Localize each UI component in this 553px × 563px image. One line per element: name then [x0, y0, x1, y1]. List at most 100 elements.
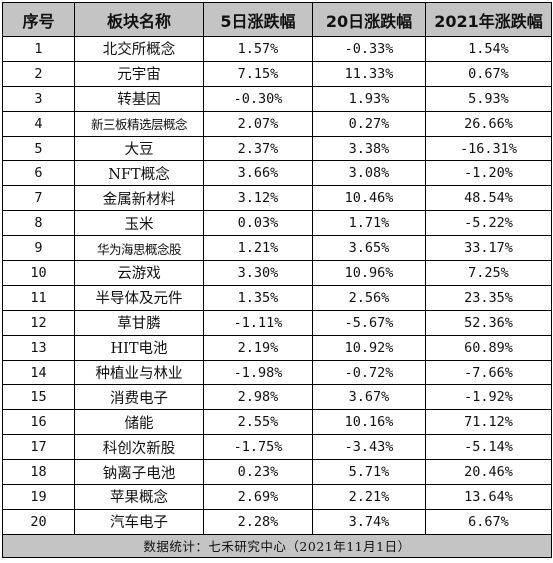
change-20day: 0.27% — [312, 110, 426, 137]
change-2021: -7.66% — [425, 359, 552, 386]
change-20day: 5.71% — [312, 459, 426, 486]
change-2021: -16.31% — [425, 135, 552, 162]
change-20day: 11.33% — [312, 60, 426, 87]
change-2021: 23.35% — [425, 284, 552, 311]
change-2021: 71.12% — [425, 409, 552, 436]
change-5day: 3.66% — [203, 160, 313, 187]
change-20day: 10.16% — [312, 409, 426, 436]
table-row: 7 金属新材料 3.12% 10.46% 48.54% — [2, 185, 552, 212]
change-5day: 1.57% — [203, 36, 313, 62]
table-row: 8 玉米 0.03% 1.71% -5.22% — [2, 210, 552, 237]
sector-name: 汽车电子 — [74, 508, 204, 535]
change-5day: 1.35% — [203, 284, 313, 311]
change-20day: -0.72% — [312, 359, 426, 386]
sector-name: 消费电子 — [74, 384, 204, 411]
row-index: 7 — [2, 185, 75, 212]
table-row: 11 半导体及元件 1.35% 2.56% 23.35% — [2, 284, 552, 311]
sector-name: 华为海思概念股 — [74, 235, 204, 262]
header-row: 序号 板块名称 5日涨跌幅 20日涨跌幅 2021年涨跌幅 — [2, 2, 552, 37]
sector-name: NFT概念 — [74, 160, 204, 187]
change-5day: 2.07% — [203, 110, 313, 137]
row-index: 11 — [2, 284, 75, 311]
table-header: 序号 板块名称 5日涨跌幅 20日涨跌幅 2021年涨跌幅 — [2, 2, 552, 37]
change-2021: 48.54% — [425, 185, 552, 212]
change-20day: 3.08% — [312, 160, 426, 187]
sector-name: 金属新材料 — [74, 185, 204, 212]
sector-name: 转基因 — [74, 85, 204, 112]
header-2021-change: 2021年涨跌幅 — [425, 2, 552, 37]
row-index: 5 — [2, 135, 75, 162]
change-2021: 13.64% — [425, 484, 552, 510]
change-2021: -1.20% — [425, 160, 552, 187]
change-2021: 0.67% — [425, 60, 552, 87]
header-index: 序号 — [2, 2, 75, 37]
change-5day: 2.55% — [203, 409, 313, 436]
row-index: 19 — [2, 484, 75, 510]
row-index: 12 — [2, 309, 75, 336]
change-5day: -0.30% — [203, 85, 313, 112]
row-index: 15 — [2, 384, 75, 411]
table-row: 19 苹果概念 2.69% 2.21% 13.64% — [2, 484, 552, 510]
sector-name: 储能 — [74, 409, 204, 436]
change-5day: 2.98% — [203, 384, 313, 411]
sector-name: 云游戏 — [74, 260, 204, 286]
table-row: 5 大豆 2.37% 3.38% -16.31% — [2, 135, 552, 162]
row-index: 13 — [2, 334, 75, 361]
change-5day: 7.15% — [203, 60, 313, 87]
change-2021: 60.89% — [425, 334, 552, 361]
sector-name: 科创次新股 — [74, 434, 204, 461]
change-20day: 2.21% — [312, 484, 426, 510]
header-sector-name: 板块名称 — [74, 2, 204, 37]
table-row: 1 北交所概念 1.57% -0.33% 1.54% — [2, 36, 552, 62]
table-row: 6 NFT概念 3.66% 3.08% -1.20% — [2, 160, 552, 187]
change-20day: -3.43% — [312, 434, 426, 461]
row-index: 4 — [2, 110, 75, 137]
table-row: 18 钠离子电池 0.23% 5.71% 20.46% — [2, 459, 552, 486]
change-2021: -5.22% — [425, 210, 552, 237]
sector-name: 北交所概念 — [74, 36, 204, 62]
change-20day: 10.96% — [312, 260, 426, 286]
sector-name: 钠离子电池 — [74, 459, 204, 486]
table-footer: 数据统计：七禾研究中心（2021年11月1日） — [2, 533, 552, 558]
change-5day: -1.75% — [203, 434, 313, 461]
table-row: 16 储能 2.55% 10.16% 71.12% — [2, 409, 552, 436]
sector-name: 元宇宙 — [74, 60, 204, 87]
table-row: 10 云游戏 3.30% 10.96% 7.25% — [2, 260, 552, 286]
change-2021: 33.17% — [425, 235, 552, 262]
change-20day: 1.93% — [312, 85, 426, 112]
change-5day: 2.69% — [203, 484, 313, 510]
row-index: 6 — [2, 160, 75, 187]
change-2021: -1.92% — [425, 384, 552, 411]
change-5day: -1.11% — [203, 309, 313, 336]
row-index: 14 — [2, 359, 75, 386]
table-row: 2 元宇宙 7.15% 11.33% 0.67% — [2, 60, 552, 87]
data-source-note: 数据统计：七禾研究中心（2021年11月1日） — [2, 533, 552, 558]
change-5day: 0.03% — [203, 210, 313, 237]
change-2021: 52.36% — [425, 309, 552, 336]
row-index: 9 — [2, 235, 75, 262]
table-row: 12 草甘膦 -1.11% -5.67% 52.36% — [2, 309, 552, 336]
sector-name: 半导体及元件 — [74, 284, 204, 311]
sector-name: 玉米 — [74, 210, 204, 237]
change-2021: -5.14% — [425, 434, 552, 461]
table-row: 15 消费电子 2.98% 3.67% -1.92% — [2, 384, 552, 411]
row-index: 20 — [2, 508, 75, 535]
sector-name: 新三板精选层概念 — [74, 110, 204, 137]
row-index: 3 — [2, 85, 75, 112]
table-row: 14 种植业与林业 -1.98% -0.72% -7.66% — [2, 359, 552, 386]
change-5day: 2.28% — [203, 508, 313, 535]
sector-name: HIT电池 — [74, 334, 204, 361]
change-2021: 7.25% — [425, 260, 552, 286]
table-row: 9 华为海思概念股 1.21% 3.65% 33.17% — [2, 235, 552, 262]
row-index: 1 — [2, 36, 75, 62]
change-5day: 2.37% — [203, 135, 313, 162]
change-20day: 3.38% — [312, 135, 426, 162]
change-2021: 20.46% — [425, 459, 552, 486]
change-5day: 1.21% — [203, 235, 313, 262]
change-20day: 3.74% — [312, 508, 426, 535]
row-index: 8 — [2, 210, 75, 237]
change-2021: 5.93% — [425, 85, 552, 112]
table-row: 17 科创次新股 -1.75% -3.43% -5.14% — [2, 434, 552, 461]
row-index: 17 — [2, 434, 75, 461]
